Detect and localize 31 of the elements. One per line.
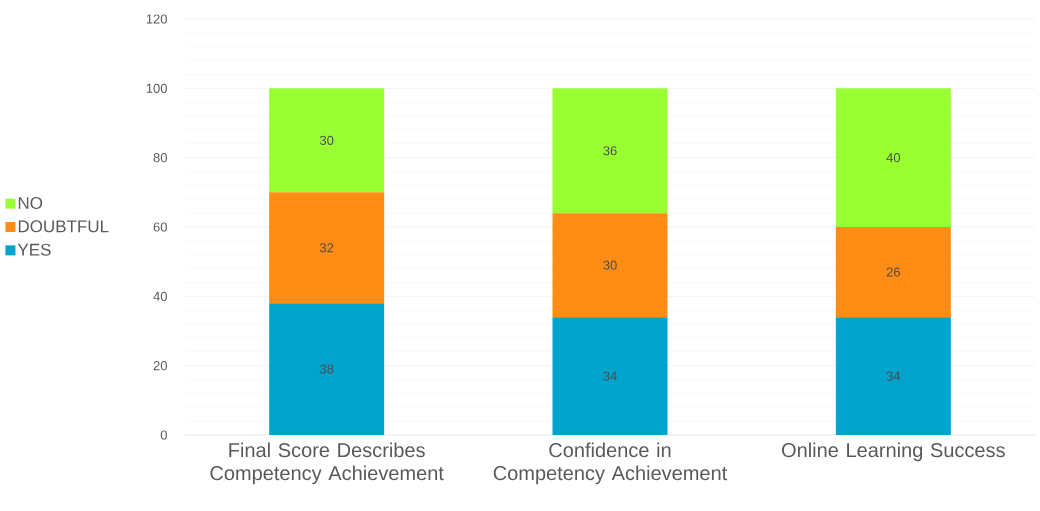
- bar: [552, 213, 668, 318]
- x-tick-label: Confidence in Competency Achievement: [493, 442, 728, 485]
- bar: [552, 317, 668, 435]
- y-tick-label: 20: [153, 361, 167, 371]
- bar: [269, 192, 385, 304]
- bar: [835, 88, 951, 227]
- legend-label: DOUBTFUL: [18, 220, 109, 233]
- y-tick-label: 120: [146, 14, 167, 24]
- data-label: 34: [886, 371, 901, 381]
- x-tick-label: Online Learning Success: [782, 442, 1005, 462]
- bar: [835, 317, 951, 435]
- bar: [552, 88, 668, 214]
- x-tick-label: Final Score Describes Competency Achievement: [210, 442, 444, 485]
- y-tick-label: 40: [153, 291, 167, 301]
- data-label: 38: [319, 364, 334, 374]
- data-label: 36: [603, 146, 617, 156]
- y-tick-label: 60: [153, 222, 167, 232]
- y-tick-label: 80: [153, 153, 167, 163]
- legend-label: NO: [18, 196, 43, 210]
- y-tick-label: 100: [146, 83, 167, 93]
- y-tick-label: 0: [160, 430, 167, 440]
- data-label: 34: [603, 371, 617, 381]
- data-label: 32: [319, 243, 334, 253]
- bar: [835, 227, 951, 318]
- bar: [269, 303, 385, 435]
- data-label: 40: [886, 153, 901, 163]
- bar: [269, 88, 385, 193]
- data-label: 30: [319, 135, 334, 145]
- data-label: 30: [603, 260, 617, 270]
- legend-label: YES: [17, 243, 51, 256]
- data-label: 26: [886, 267, 900, 277]
